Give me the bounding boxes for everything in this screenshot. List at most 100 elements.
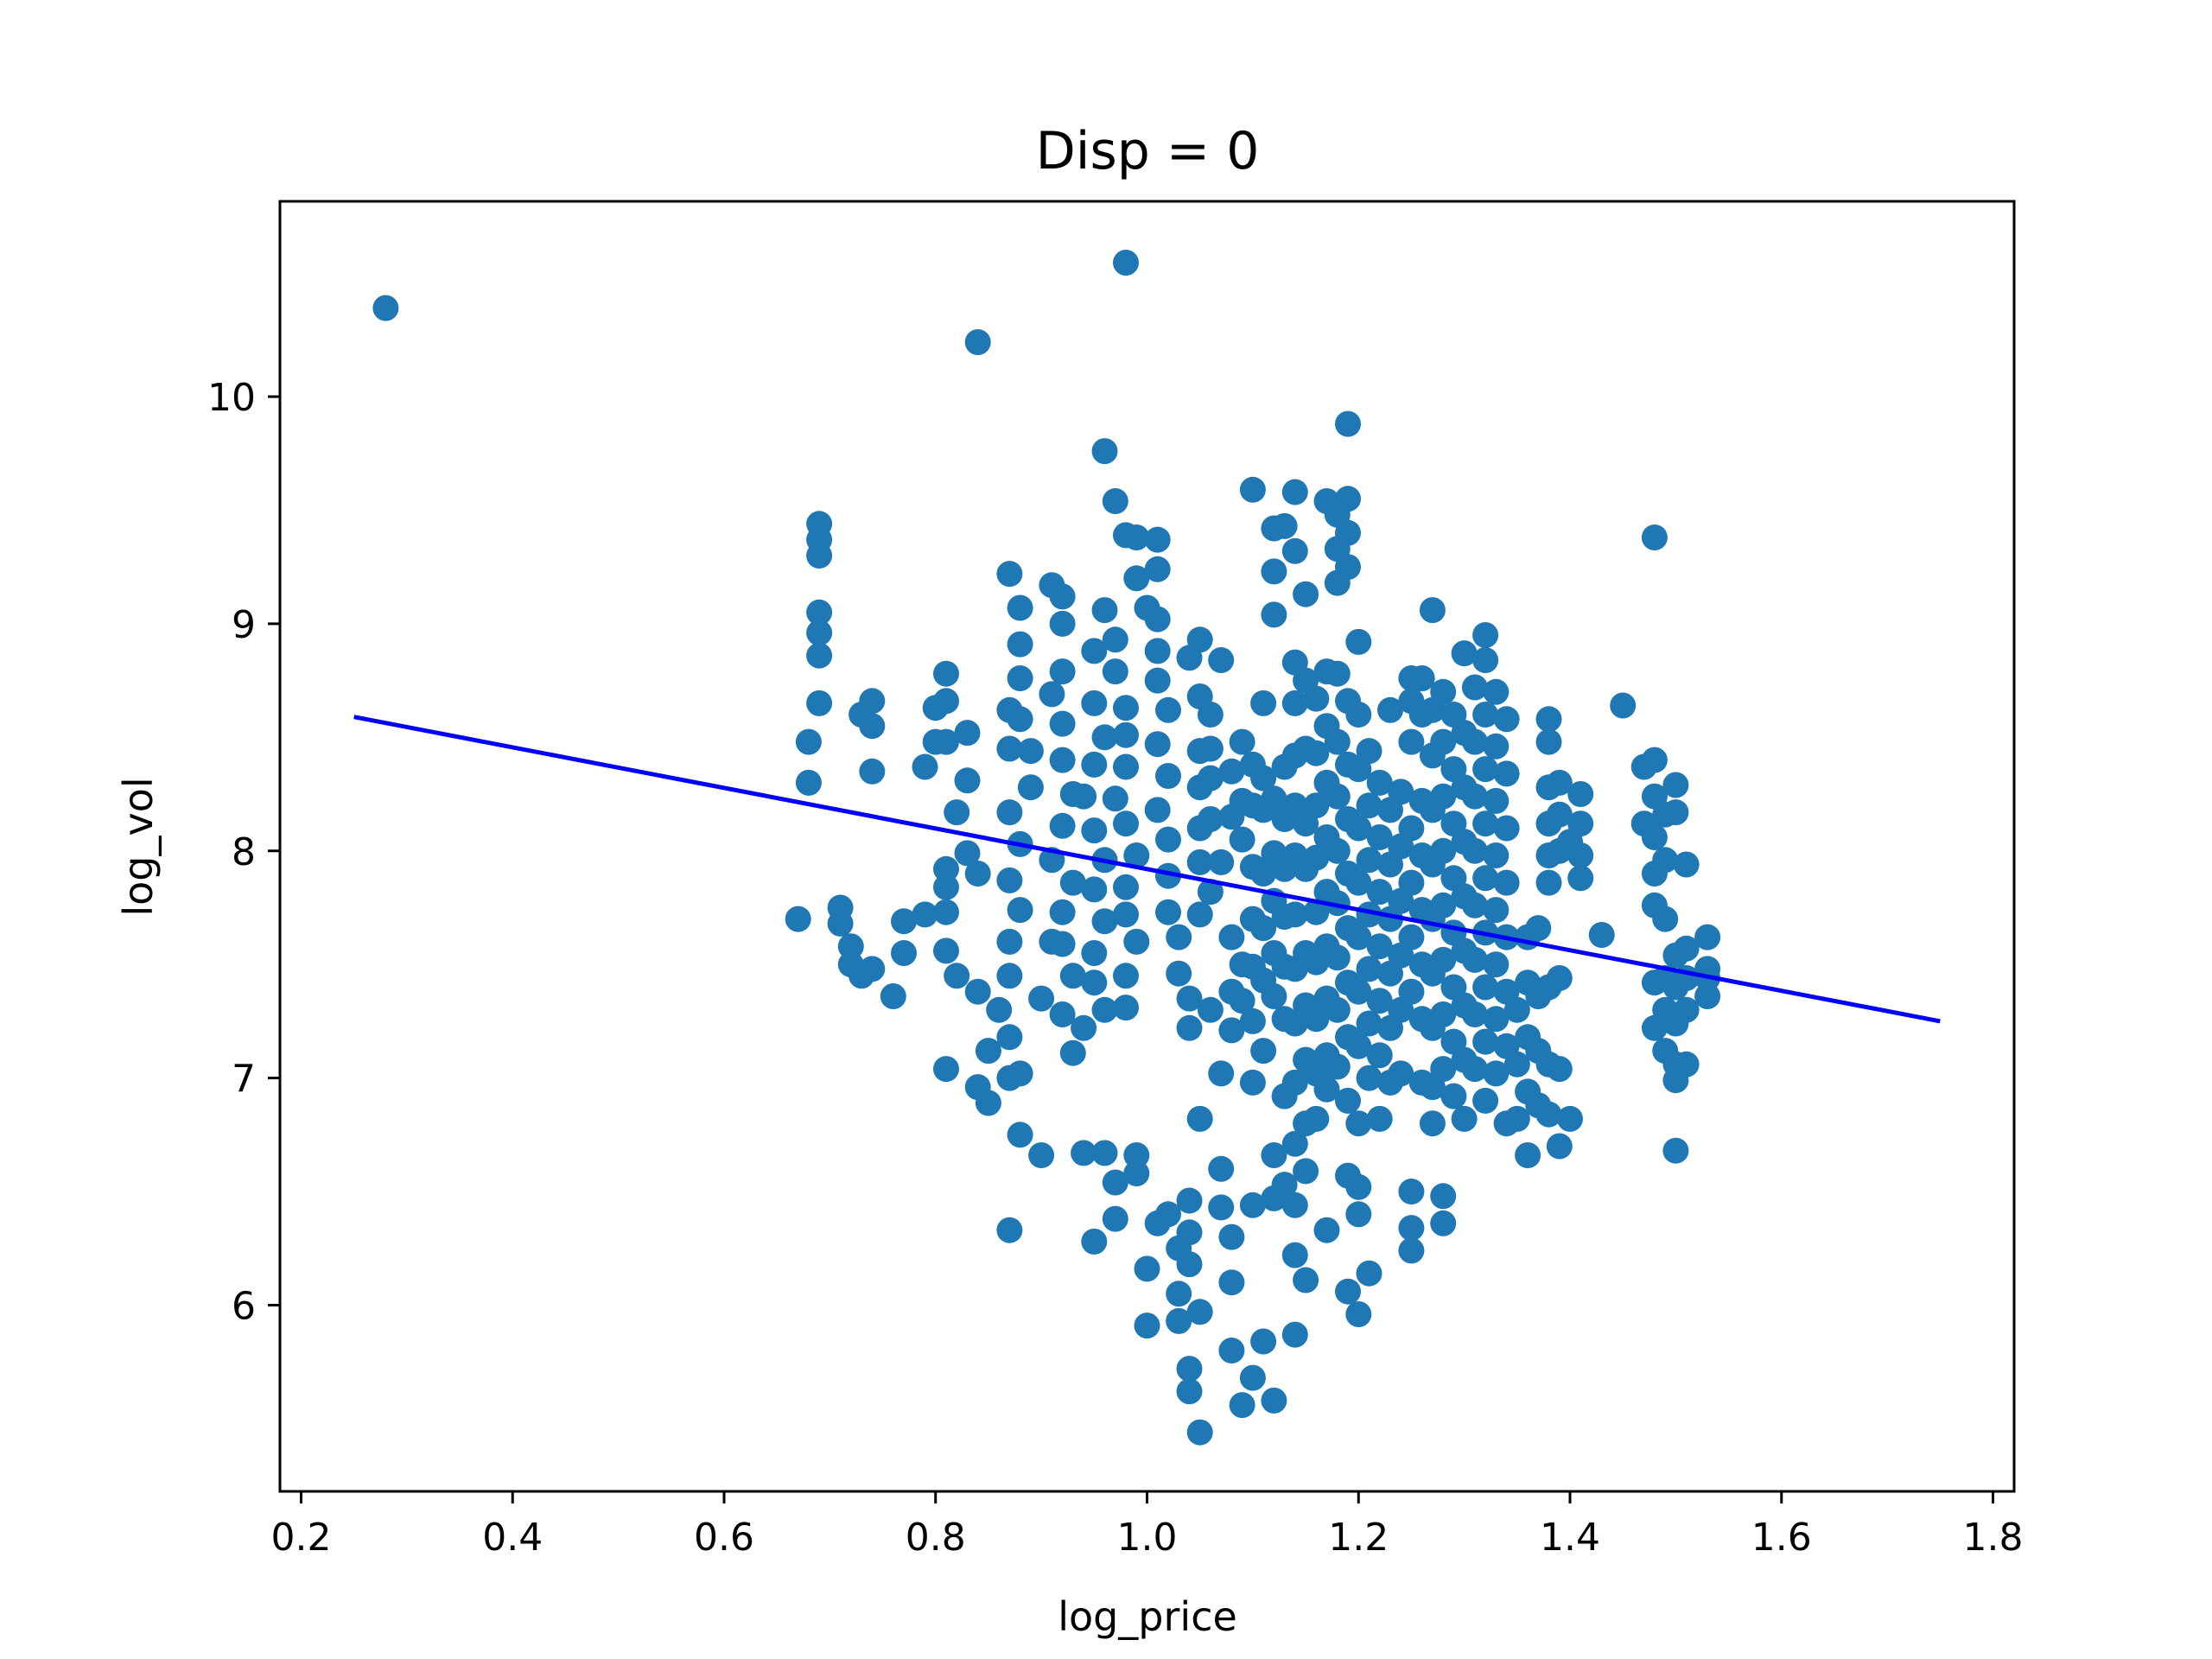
scatter-point <box>1356 1010 1382 1037</box>
scatter-point <box>1208 1155 1235 1182</box>
scatter-point <box>1535 728 1562 755</box>
scatter-point <box>1472 1087 1499 1114</box>
scatter-point <box>996 1024 1023 1051</box>
scatter-point <box>1166 924 1192 950</box>
scatter-point <box>1472 702 1499 728</box>
y-axis-label: log_vol <box>115 777 162 916</box>
scatter-point <box>1673 996 1700 1023</box>
scatter-point <box>859 758 886 785</box>
scatter-point <box>1261 601 1287 628</box>
scatter-point <box>933 1056 959 1083</box>
scatter-point <box>1557 1105 1583 1132</box>
scatter-point <box>1017 738 1044 765</box>
scatter-point <box>1398 978 1425 1005</box>
scatter-point <box>1229 1392 1255 1419</box>
scatter-point <box>1503 1105 1530 1132</box>
scatter-point <box>1356 847 1382 874</box>
scatter-point <box>1102 626 1128 653</box>
scatter-point <box>1123 1160 1150 1186</box>
scatter-point <box>1641 824 1668 850</box>
scatter-point <box>1123 842 1150 868</box>
scatter-point <box>1113 721 1139 748</box>
scatter-point <box>1503 996 1530 1023</box>
scatter-point <box>1049 658 1076 685</box>
scatter-point <box>1345 869 1372 896</box>
scatter-point <box>964 978 991 1005</box>
scatter-point <box>1091 1140 1118 1166</box>
scatter-point <box>1345 1201 1372 1228</box>
scatter-point <box>1113 963 1139 989</box>
scatter-point <box>1483 733 1510 760</box>
scatter-point <box>933 688 959 715</box>
scatter-point <box>1366 879 1393 906</box>
scatter-point <box>1091 996 1118 1023</box>
scatter-point <box>1197 765 1224 791</box>
y-tick-label: 10 <box>207 376 256 420</box>
scatter-point <box>806 599 833 626</box>
scatter-point <box>1345 924 1372 950</box>
scatter-point <box>1324 728 1351 755</box>
scatter-point <box>1356 1260 1382 1287</box>
scatter-point <box>880 983 906 1009</box>
scatter-point <box>1155 696 1181 723</box>
scatter-point <box>1218 1017 1245 1044</box>
scatter-point <box>1430 783 1457 810</box>
scatter-point <box>1673 1051 1700 1077</box>
scatter-point <box>1049 931 1076 957</box>
scatter-point <box>1535 1101 1562 1128</box>
scatter-point <box>1588 922 1615 948</box>
scatter-point <box>1250 915 1277 942</box>
scatter-point <box>1186 849 1213 875</box>
scatter-point <box>1472 647 1499 673</box>
scatter-point <box>795 728 822 755</box>
scatter-point <box>1345 702 1372 728</box>
scatter-point <box>1261 785 1287 812</box>
scatter-point <box>1303 1105 1330 1132</box>
scatter-point <box>1007 594 1033 621</box>
scatter-point <box>1694 924 1721 950</box>
scatter-point <box>1641 524 1668 550</box>
scatter-point <box>1377 696 1403 723</box>
scatter-point <box>1472 622 1499 648</box>
scatter-point <box>912 753 938 780</box>
scatter-point <box>1324 837 1351 864</box>
scatter-point <box>1324 944 1351 971</box>
scatter-point <box>1281 479 1308 505</box>
scatter-point <box>1567 781 1594 807</box>
scatter-point <box>1430 1001 1457 1027</box>
scatter-point <box>1472 756 1499 783</box>
scatter-point <box>1059 1039 1086 1066</box>
scatter-point <box>1493 760 1520 787</box>
scatter-point <box>1186 1105 1213 1132</box>
scatter-point <box>1335 554 1361 581</box>
scatter-point <box>1281 690 1308 716</box>
scatter-point <box>1250 765 1277 791</box>
scatter-point <box>1218 1269 1245 1296</box>
scatter-point <box>1071 1014 1097 1041</box>
scatter-point <box>1144 797 1171 823</box>
scatter-point <box>1398 728 1425 755</box>
scatter-point <box>1419 597 1446 624</box>
scatter-point <box>1007 1122 1033 1148</box>
scatter-point <box>1335 1278 1361 1305</box>
scatter-point <box>1250 690 1277 716</box>
scatter-point <box>1239 1069 1266 1096</box>
scatter-point <box>1218 758 1245 785</box>
scatter-point <box>1176 1014 1203 1041</box>
scatter-point <box>996 561 1023 588</box>
scatter-point <box>1345 815 1372 842</box>
scatter-point <box>1071 783 1097 810</box>
scatter-point <box>1049 899 1076 925</box>
scatter-point <box>964 329 991 355</box>
scatter-point <box>1483 842 1510 868</box>
scatter-point <box>1186 1299 1213 1325</box>
scatter-point <box>1250 1328 1277 1355</box>
scatter-point <box>1091 597 1118 624</box>
scatter-point <box>1186 626 1213 653</box>
scatter-point <box>837 933 864 960</box>
scatter-point <box>1398 869 1425 896</box>
scatter-point <box>1134 1313 1160 1339</box>
scatter-point <box>1049 610 1076 637</box>
scatter-point <box>1652 847 1679 874</box>
